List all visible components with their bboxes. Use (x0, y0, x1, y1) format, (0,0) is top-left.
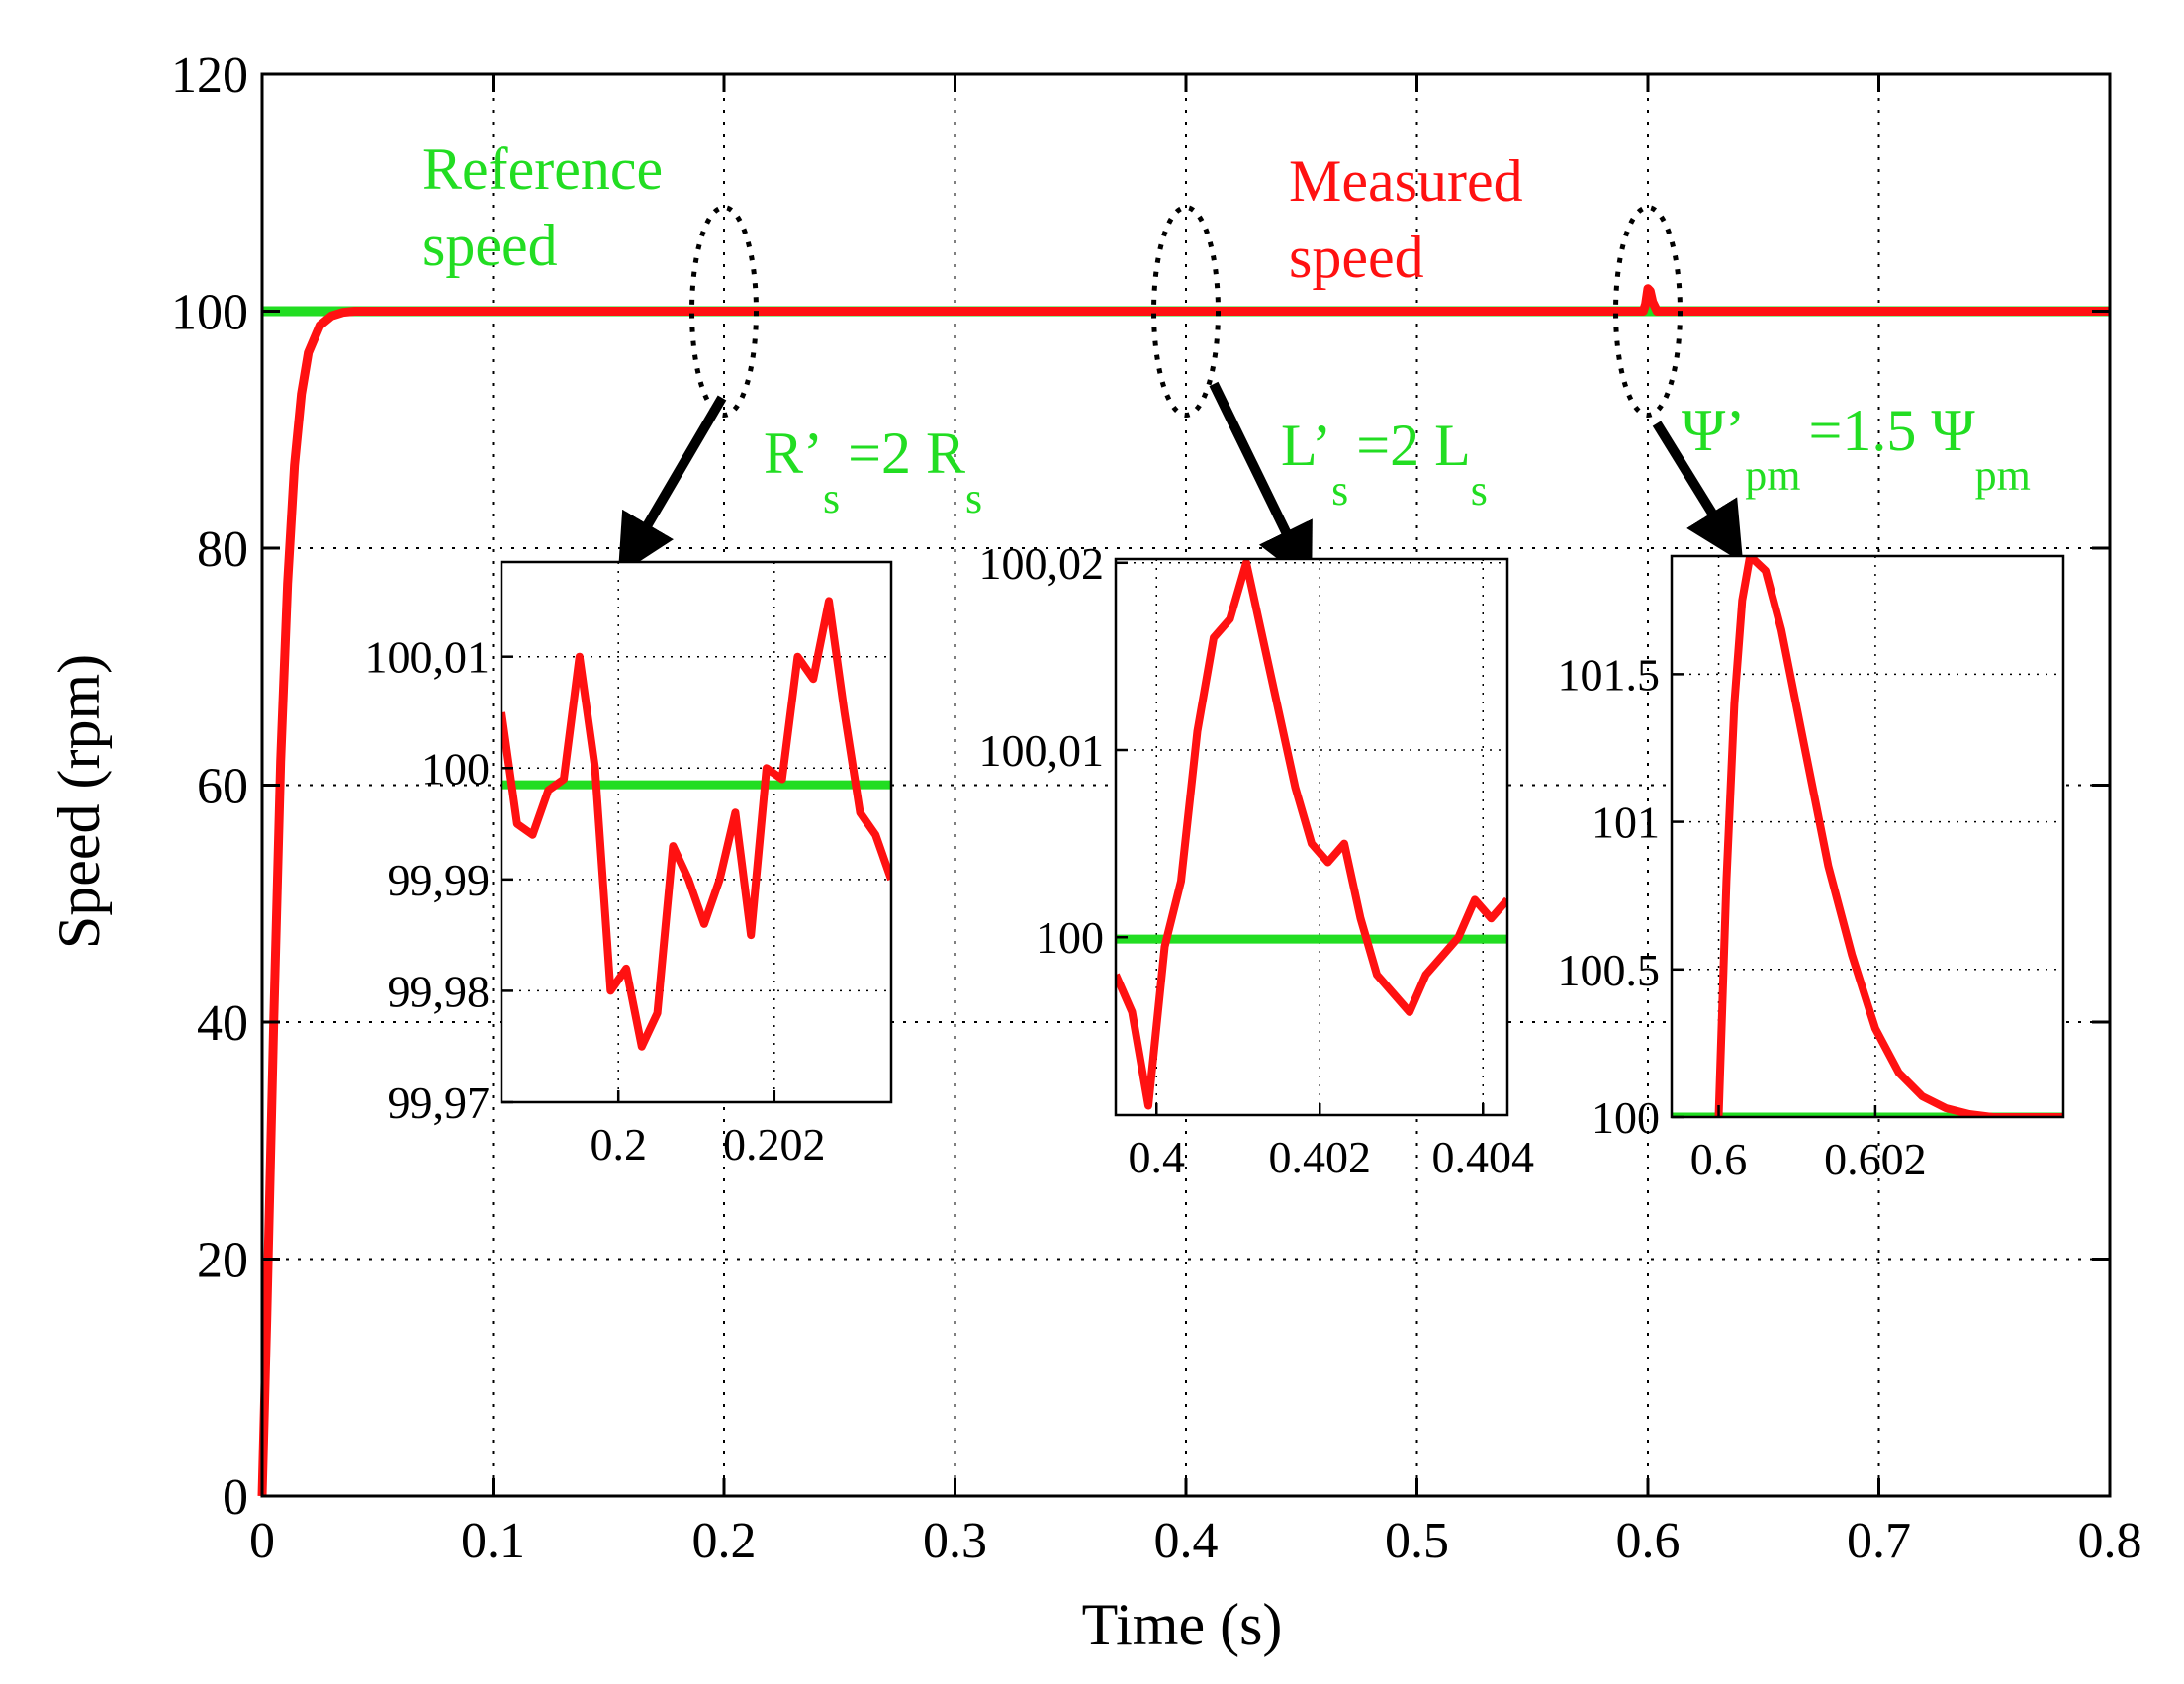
inset-frame (500, 560, 893, 1104)
tick-marks (260, 72, 2112, 1498)
measured-speed-label-line2: speed (1289, 225, 1424, 290)
y-tick-label: 100 (171, 285, 248, 341)
annotation-symbol: L’ (1281, 413, 1331, 478)
inset-x-tick-label: 0.6 (1690, 1134, 1748, 1184)
annotation-subscript: s (965, 474, 982, 522)
annotation-value: =2 R (848, 421, 965, 486)
reference-speed-label: Reference (422, 137, 663, 202)
x-tick-label: 0.3 (923, 1513, 987, 1569)
parameter-annotation: Ψ’pm=1.5 Ψpm (1682, 398, 2031, 500)
x-tick-label: 0.6 (1616, 1513, 1681, 1569)
inset-x-tick-label: 0.404 (1432, 1132, 1535, 1182)
x-tick-label: 0.2 (692, 1513, 757, 1569)
inset-y-tick-label: 99,98 (388, 966, 491, 1016)
annotation-symbol: R’ (764, 421, 823, 486)
annotation-subscript: s (1471, 466, 1488, 515)
annotation-subscript: s (823, 474, 840, 522)
inset-measured-line (1116, 559, 1507, 1110)
inset-traces (501, 597, 891, 1051)
inset-y-tick-label: 100,02 (979, 538, 1105, 589)
inset-frame (1670, 554, 2065, 1119)
event-oval (1151, 205, 1221, 418)
y-tick-label: 0 (223, 1469, 248, 1526)
series-layer (257, 284, 2110, 1497)
inset-y-tick-label: 101.5 (1558, 649, 1661, 700)
x-tick-label: 0 (249, 1513, 275, 1569)
arrow-icon (617, 395, 727, 576)
measured-speed-label: Measured (1289, 148, 1523, 214)
inset-measured-line (1714, 556, 2063, 1117)
parameter-annotation: R’s=2 Rs (764, 421, 982, 522)
inset-y-tick-label: 101 (1592, 797, 1660, 848)
x-tick-label: 0.8 (2078, 1513, 2142, 1569)
inset-x-tick-label: 0.4 (1129, 1132, 1186, 1182)
inset-y-tick-label: 100,01 (365, 632, 491, 683)
x-axis-label: Time (s) (1082, 1592, 1283, 1657)
measured-speed-line (257, 284, 2110, 1497)
y-tick-label: 120 (171, 47, 248, 104)
inset-traces (1116, 559, 1507, 1110)
inset-x-tick-label: 0.402 (1269, 1132, 1372, 1182)
annotation-value: =2 L (1356, 413, 1471, 478)
inset-y-tick-label: 99,99 (388, 855, 491, 905)
inset-y-tick-label: 100.5 (1558, 945, 1661, 995)
y-axis-label: Speed (rpm) (46, 654, 112, 949)
inset-measured-line (501, 597, 891, 1051)
inset-y-tick-label: 100 (1592, 1092, 1660, 1143)
event-oval (1613, 205, 1683, 418)
y-tick-label: 80 (197, 521, 248, 578)
event-oval (689, 205, 759, 418)
reference-speed-label-line2: speed (422, 213, 558, 278)
x-tick-label: 0.7 (1847, 1513, 1911, 1569)
arrow-icon (1209, 381, 1313, 586)
inset-background (501, 562, 891, 1102)
inset-traces (1672, 556, 2063, 1117)
annotation-value: =1.5 Ψ (1808, 398, 1975, 463)
arrow-icon (1652, 421, 1744, 564)
x-tick-label: 0.1 (461, 1513, 525, 1569)
x-tick-label: 0.4 (1154, 1513, 1219, 1569)
annotation-symbol: Ψ’ (1682, 398, 1745, 463)
y-tick-label: 60 (197, 759, 248, 815)
inset-frame (1114, 557, 1509, 1117)
inset-y-tick-label: 100,01 (979, 725, 1105, 776)
inset-x-tick-label: 0.602 (1824, 1134, 1927, 1184)
annotation-subscript: pm (1975, 451, 2031, 500)
inset-y-tick-label: 99,97 (388, 1077, 491, 1128)
inset-y-tick-label: 100 (421, 743, 490, 794)
x-tick-label: 0.5 (1385, 1513, 1449, 1569)
y-tick-label: 40 (197, 995, 248, 1052)
parameter-annotation: L’s=2 Ls (1281, 413, 1488, 515)
annotation-subscript: s (1331, 466, 1348, 515)
inset-x-tick-label: 0.2 (590, 1119, 647, 1169)
inset-layer: R’s=2 Rs0.2 0.20299,9799,9899,99100100,01… (365, 205, 2065, 1184)
y-tick-label: 20 (197, 1233, 248, 1289)
tick-labels: 0 0.1 0.2 0.3 0.4 0.5 0.6 0.7 0.8 0 20 40 60 80 100 120 (171, 47, 2142, 1569)
annotation-subscript: pm (1745, 451, 1800, 500)
inset-x-tick-label: 0.202 (723, 1119, 826, 1169)
inset-y-tick-label: 100 (1036, 912, 1104, 963)
